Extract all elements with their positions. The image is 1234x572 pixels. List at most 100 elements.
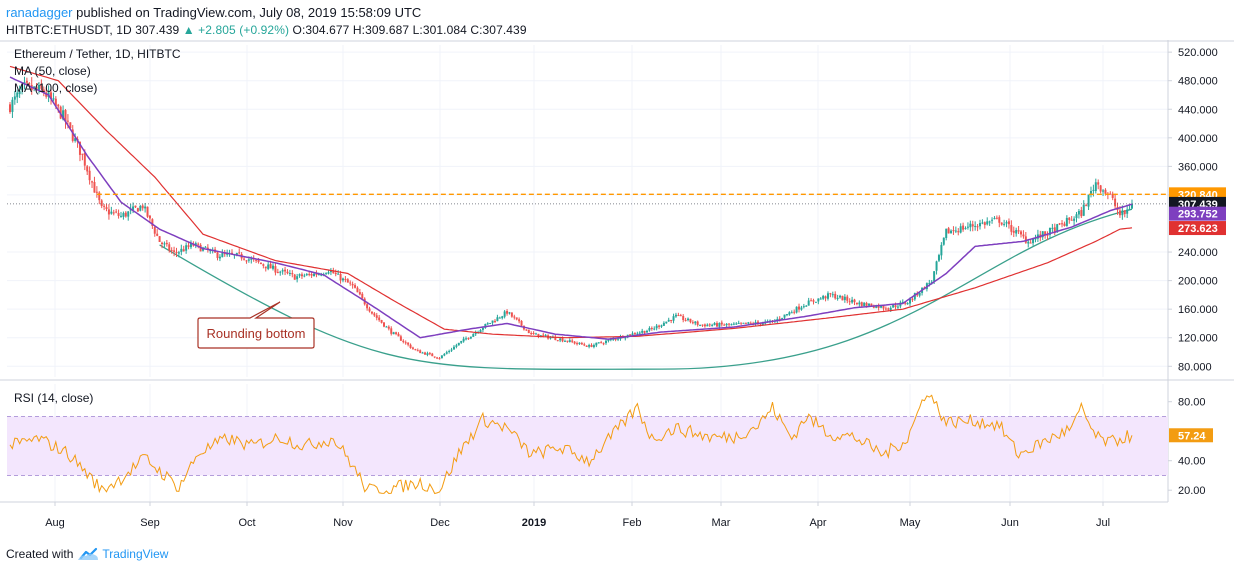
- candle: [798, 303, 801, 313]
- candle: [687, 317, 690, 322]
- publisher-username[interactable]: ranadagger: [6, 5, 73, 20]
- candle: [822, 294, 825, 301]
- candle: [163, 241, 166, 248]
- candle: [978, 219, 981, 230]
- candle: [600, 340, 603, 344]
- candle: [800, 305, 803, 311]
- candle-body: [71, 129, 74, 141]
- candle: [141, 204, 144, 211]
- candle-body: [1131, 203, 1133, 209]
- candle-body: [361, 293, 364, 299]
- candle-body: [460, 340, 463, 343]
- candle: [1061, 220, 1064, 228]
- candle-body: [957, 231, 960, 233]
- candle: [267, 261, 270, 271]
- candle: [144, 202, 147, 213]
- candle: [641, 328, 644, 335]
- candle-body: [1056, 224, 1059, 233]
- candle: [392, 331, 395, 335]
- candle-body: [52, 98, 55, 100]
- candle: [110, 206, 113, 215]
- candle-body: [887, 308, 890, 310]
- candle: [715, 321, 718, 328]
- candle-body: [1024, 236, 1027, 243]
- candle-body: [64, 110, 67, 122]
- candle-body: [327, 272, 330, 274]
- candle: [795, 306, 798, 314]
- tradingview-logo[interactable]: TradingView: [77, 547, 168, 561]
- candle-body: [153, 226, 156, 234]
- candle: [438, 357, 441, 360]
- candle: [1123, 210, 1126, 218]
- candle-body: [81, 153, 84, 155]
- rounding-bottom-arc: [159, 208, 1133, 370]
- candle-body: [293, 274, 296, 280]
- candle-body: [300, 274, 303, 277]
- candle: [950, 229, 953, 234]
- candle-body: [276, 271, 279, 273]
- candle-body: [544, 335, 547, 337]
- candle: [1089, 186, 1092, 198]
- legend-sma-50: MA (50, close): [14, 64, 91, 78]
- candle-body: [226, 253, 229, 255]
- candle: [161, 241, 164, 249]
- candle-body: [397, 333, 400, 337]
- candle-body: [826, 293, 829, 299]
- candle-body: [633, 333, 636, 335]
- candle-body: [440, 355, 443, 359]
- candle: [245, 260, 248, 264]
- candle-body: [631, 333, 634, 336]
- candle-body: [699, 324, 702, 326]
- candle-body: [904, 302, 907, 304]
- rsi-pane[interactable]: [7, 394, 1168, 495]
- price-pane[interactable]: [7, 65, 1168, 370]
- rsi-badge-text: 57.24: [1178, 430, 1206, 442]
- rounding-bottom-callout[interactable]: Rounding bottom: [197, 301, 315, 349]
- candle-body: [344, 278, 347, 280]
- candle: [1015, 227, 1018, 237]
- chart-area[interactable]: Rounding bottom Ethereum / Tether, 1D, HI…: [0, 40, 1234, 540]
- candle-body: [346, 279, 349, 283]
- candle: [814, 301, 817, 303]
- candle: [720, 320, 723, 327]
- candle: [559, 337, 562, 343]
- candle-body: [95, 191, 98, 193]
- candle-body: [189, 243, 192, 248]
- candle-body: [1017, 230, 1020, 232]
- candle-body: [1005, 222, 1008, 224]
- candle: [696, 320, 699, 327]
- candle-body: [872, 306, 875, 308]
- candle-body: [373, 313, 376, 316]
- candle-body: [127, 211, 130, 217]
- candle-body: [332, 270, 335, 274]
- candle-body: [161, 242, 164, 244]
- candle-body: [812, 300, 815, 302]
- candle: [112, 209, 115, 216]
- candle-body: [677, 315, 680, 317]
- candle-body: [884, 308, 887, 310]
- candle: [981, 219, 984, 225]
- candle: [744, 322, 747, 325]
- candle: [1053, 223, 1056, 236]
- price-legend: Ethereum / Tether, 1D, HITBTC MA (50, clo…: [14, 47, 181, 95]
- candle-body: [892, 304, 895, 308]
- candle-body: [1097, 182, 1100, 185]
- candle-body: [175, 251, 178, 253]
- candle: [730, 323, 733, 326]
- candle-body: [501, 316, 504, 319]
- candle: [991, 217, 994, 224]
- candle: [571, 338, 574, 344]
- candle: [136, 207, 139, 212]
- candle: [829, 292, 832, 298]
- candle: [327, 270, 330, 275]
- candle-body: [402, 340, 405, 342]
- candle-body: [561, 338, 564, 342]
- candle: [510, 312, 513, 318]
- candle-body: [843, 296, 846, 300]
- candle-body: [1070, 219, 1073, 221]
- candle: [281, 268, 284, 275]
- candle: [576, 341, 579, 346]
- candle-body: [870, 303, 873, 307]
- candle-body: [1094, 182, 1097, 191]
- candle-body: [1111, 193, 1114, 198]
